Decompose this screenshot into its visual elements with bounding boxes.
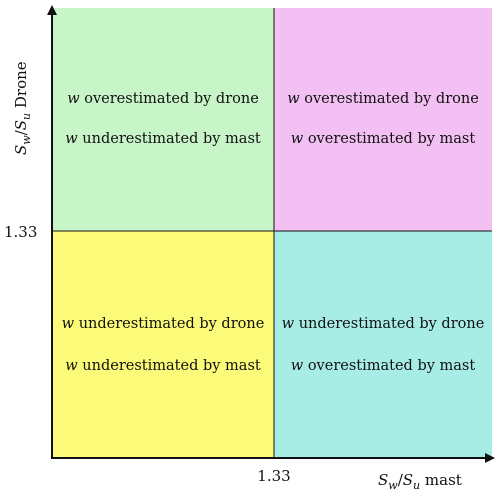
y-tick-label: 1.33 — [4, 223, 37, 241]
quadrant-top-right — [274, 8, 492, 231]
x-tick-label: 1.33 — [257, 467, 290, 485]
x-axis-label: Sw/Su mast — [378, 471, 462, 492]
top-right-line-2: w overestimated by mast — [291, 131, 476, 147]
quadrant-top-left — [52, 8, 274, 231]
bottom-right-line-2: w overestimated by mast — [291, 358, 476, 374]
bottom-left-line-2: w underestimated by mast — [65, 358, 261, 374]
quadrant-bottom-right — [274, 231, 492, 458]
top-left-line-1: w overestimated by drone — [67, 91, 259, 107]
top-left-line-2: w underestimated by mast — [65, 131, 261, 147]
bottom-right-line-1: w underestimated by drone — [282, 316, 485, 332]
quadrant-bottom-left — [52, 231, 274, 458]
bottom-left-line-1: w underestimated by drone — [62, 316, 265, 332]
top-right-line-1: w overestimated by drone — [287, 91, 479, 107]
y-axis-label: Sw/Su Drone — [12, 61, 33, 155]
